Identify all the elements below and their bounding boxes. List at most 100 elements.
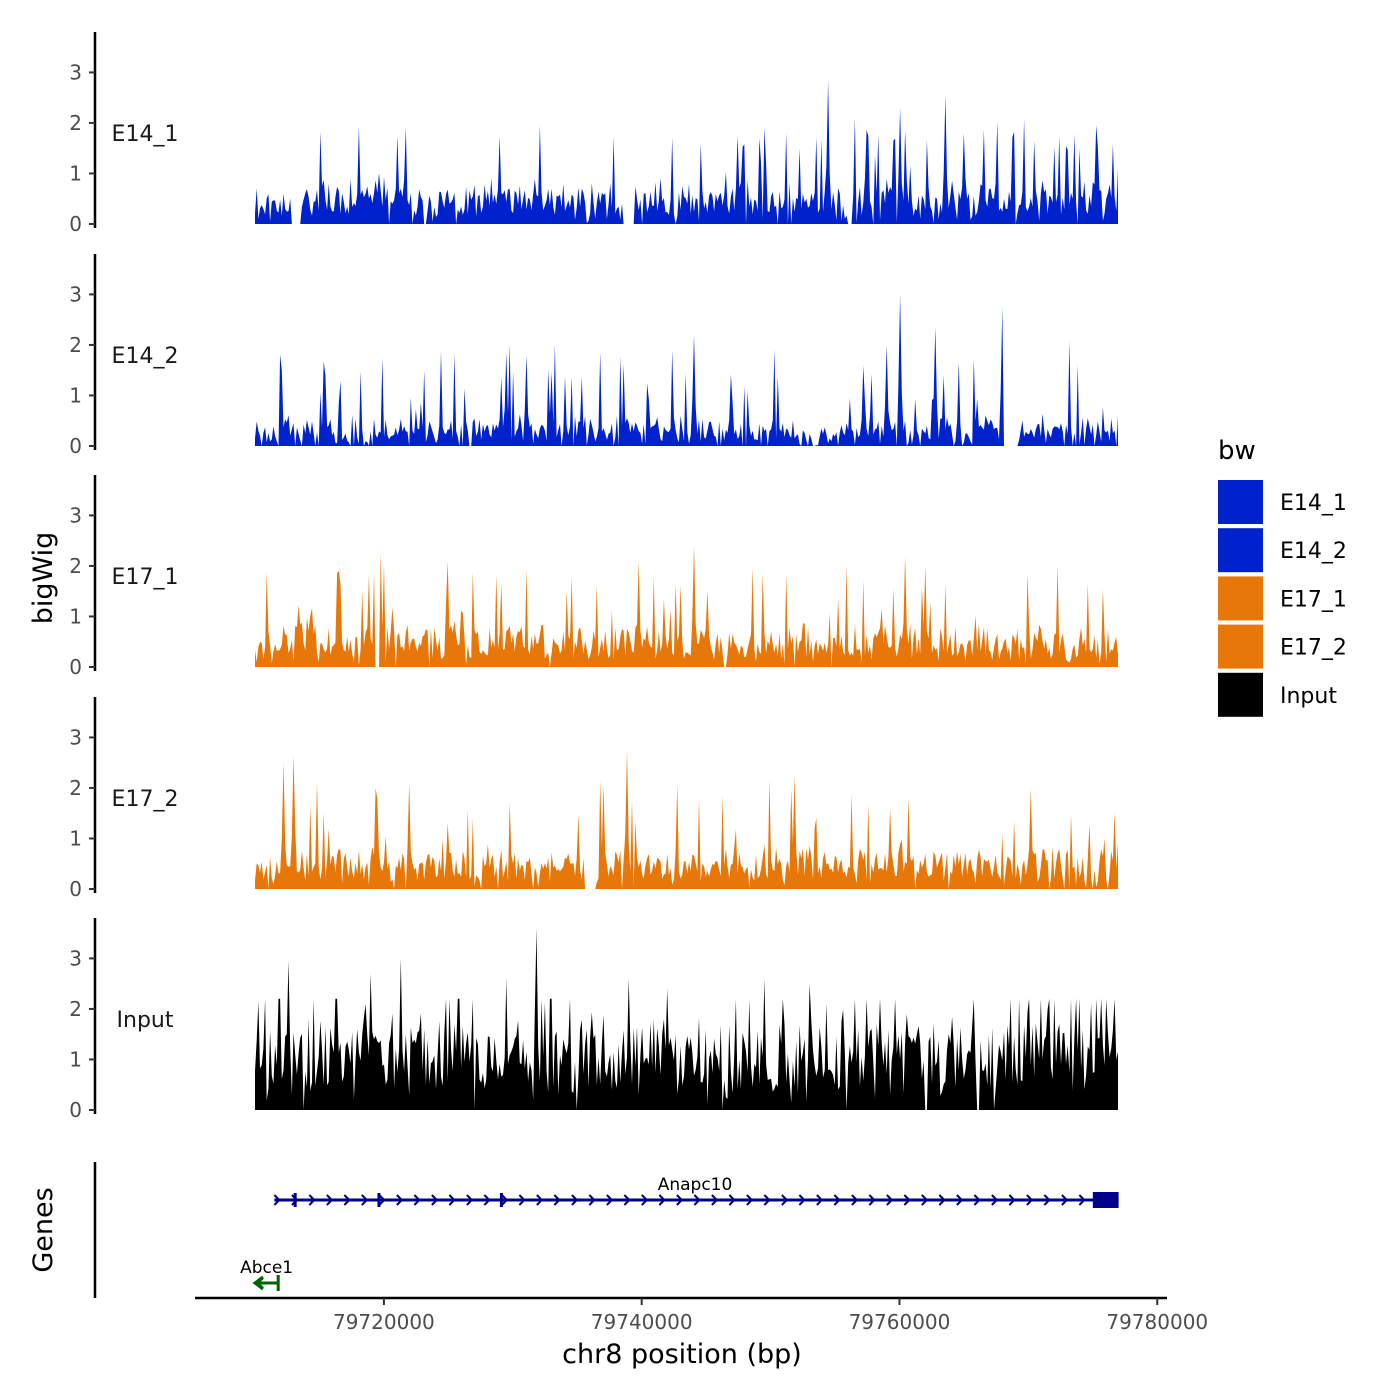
strand-arrow — [501, 1194, 509, 1206]
y-tick-label: 3 — [69, 503, 82, 527]
strand-arrow — [483, 1194, 491, 1206]
strand-arrow — [431, 1194, 439, 1206]
legend-label-E14_2: E14_2 — [1280, 539, 1347, 564]
strand-arrow — [676, 1194, 684, 1206]
track-label-E17_2: E17_2 — [112, 787, 179, 812]
strand-arrow — [343, 1194, 351, 1206]
strand-arrow — [252, 1275, 264, 1291]
strand-arrow — [413, 1194, 421, 1206]
strand-arrow — [326, 1194, 334, 1206]
track-label-E14_2: E14_2 — [112, 344, 179, 369]
y-tick-label: 2 — [69, 111, 82, 135]
strand-arrow — [553, 1194, 561, 1206]
y-tick-label: 2 — [69, 333, 82, 357]
signal-tracks: 0 1 2 3 E14_1 0 1 2 3 E14_2 0 1 2 3 E17_1 0 1 2 3 E17_2 0 1 2 3… — [69, 32, 1118, 1122]
legend-label-E14_1: E14_1 — [1280, 491, 1347, 516]
strand-arrow — [851, 1194, 859, 1206]
strand-arrow — [921, 1194, 929, 1206]
strand-arrow — [956, 1194, 964, 1206]
y-tick-label: 1 — [69, 604, 82, 628]
y-tick-label: 0 — [69, 212, 82, 236]
strand-arrow — [1026, 1194, 1034, 1206]
strand-arrow — [1043, 1194, 1051, 1206]
strand-arrow — [658, 1194, 666, 1206]
legend: bw E14_1 E14_2 E17_1 E17_2 Input — [1218, 436, 1347, 717]
strand-arrow — [728, 1194, 736, 1206]
strand-arrow — [991, 1194, 999, 1206]
legend-label-Input: Input — [1280, 684, 1337, 709]
track-panel-E14_2: 0 1 2 3 E14_2 — [69, 254, 1118, 458]
track-label-Input: Input — [117, 1008, 174, 1033]
legend-swatch-E17_2 — [1218, 624, 1263, 669]
x-axis: 79720000 79740000 79760000 79780000 — [195, 1296, 1208, 1334]
strand-arrow — [378, 1194, 386, 1206]
y-tick-label: 0 — [69, 655, 82, 679]
track-panel-E14_1: 0 1 2 3 E14_1 — [69, 32, 1118, 236]
strand-arrow — [291, 1194, 299, 1206]
y-tick-label: 1 — [69, 1047, 82, 1071]
exon — [499, 1193, 503, 1207]
gene-Abce1: Abce1 — [240, 1258, 293, 1291]
y-tick-label: 0 — [69, 877, 82, 901]
strand-arrow — [816, 1194, 824, 1206]
legend-title: bw — [1218, 436, 1256, 466]
strand-arrow — [763, 1194, 771, 1206]
y-tick-label: 3 — [69, 60, 82, 84]
y-tick-label: 3 — [69, 282, 82, 306]
strand-arrow — [746, 1194, 754, 1206]
exon — [1092, 1192, 1119, 1208]
y-tick-label: 0 — [69, 1098, 82, 1122]
y-tick-label: 1 — [69, 383, 82, 407]
track-panel-E17_1: 0 1 2 3 E17_1 — [69, 475, 1118, 679]
strand-arrow — [536, 1194, 544, 1206]
strand-arrow — [273, 1194, 281, 1206]
strand-arrow — [1008, 1194, 1016, 1206]
genes-track: Anapc10 Abce1 — [93, 1162, 1119, 1298]
strand-arrow — [623, 1194, 631, 1206]
strand-arrow — [868, 1194, 876, 1206]
strand-arrow — [571, 1194, 579, 1206]
strand-arrow — [518, 1194, 526, 1206]
signal-area-E14_1 — [255, 80, 1118, 224]
x-axis-title: chr8 position (bp) — [562, 1339, 802, 1370]
strand-arrow — [308, 1194, 316, 1206]
x-tick-label: 79760000 — [849, 1310, 951, 1334]
y-tick-label: 2 — [69, 776, 82, 800]
strand-arrow — [396, 1194, 404, 1206]
y-tick-label: 0 — [69, 434, 82, 458]
legend-swatch-E14_1 — [1218, 480, 1263, 524]
y-tick-label: 3 — [69, 946, 82, 970]
signal-area-Input — [255, 928, 1118, 1110]
exon — [377, 1193, 381, 1207]
strand-arrow — [641, 1194, 649, 1206]
track-label-E17_1: E17_1 — [112, 565, 179, 590]
x-tick-label: 79740000 — [591, 1310, 693, 1334]
gene-Anapc10: Anapc10 — [273, 1175, 1119, 1208]
legend-label-E17_1: E17_1 — [1280, 587, 1347, 612]
signal-area-E17_2 — [255, 750, 1118, 889]
strand-arrow — [711, 1194, 719, 1206]
strand-arrow — [693, 1194, 701, 1206]
strand-arrow — [886, 1194, 894, 1206]
legend-swatch-E14_2 — [1218, 528, 1263, 573]
strand-arrow — [781, 1194, 789, 1206]
strand-arrow — [833, 1194, 841, 1206]
exon — [293, 1193, 297, 1207]
signal-area-E14_2 — [255, 294, 1118, 446]
strand-arrow — [973, 1194, 981, 1206]
strand-arrow — [1078, 1194, 1086, 1206]
gene-label-Abce1: Abce1 — [240, 1258, 293, 1278]
y-tick-label: 1 — [69, 161, 82, 185]
track-panel-E17_2: 0 1 2 3 E17_2 — [69, 697, 1118, 901]
genes-track-title: Genes — [28, 1187, 59, 1272]
strand-arrow — [466, 1194, 474, 1206]
legend-swatch-E17_1 — [1218, 576, 1263, 621]
strand-arrow — [361, 1194, 369, 1206]
strand-arrow — [588, 1194, 596, 1206]
y-tick-label: 2 — [69, 997, 82, 1021]
y-tick-label: 2 — [69, 554, 82, 578]
track-label-E14_1: E14_1 — [112, 122, 179, 147]
y-axis-title: bigWig — [28, 532, 59, 625]
strand-arrow — [938, 1194, 946, 1206]
